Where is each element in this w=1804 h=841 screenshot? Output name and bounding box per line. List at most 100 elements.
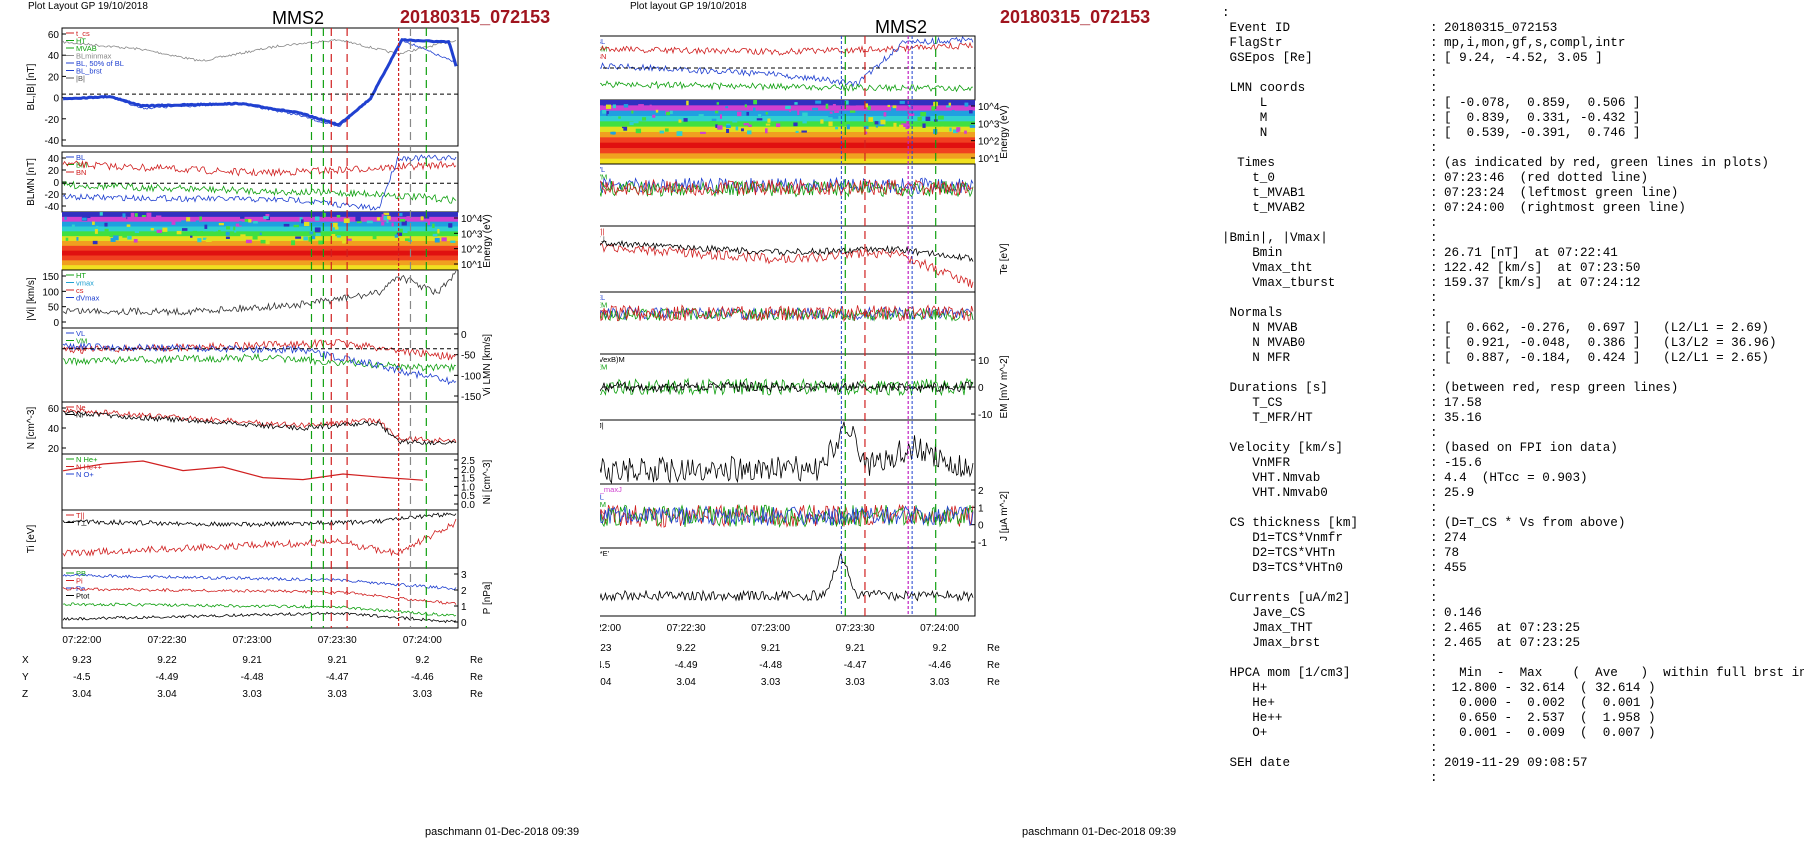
- param-value: [ 0.887, -0.184, 0.424 ] (L2/L1 = 2.65): [1444, 351, 1769, 365]
- spectrogram-speck: [956, 128, 959, 133]
- spectrogram-speck: [908, 105, 911, 108]
- spectrogram-speck: [642, 117, 647, 121]
- data-trace: [600, 503, 974, 528]
- legend-entry: EM: [600, 301, 607, 310]
- left-figure-header: Plot Layout GP 19/10/2018: [28, 1, 148, 12]
- spectrogram-speck: [746, 111, 750, 116]
- spectrogram-speck: [315, 233, 321, 236]
- param-value: 2.465 at 07:23:25: [1444, 621, 1581, 635]
- spectrogram-speck: [205, 238, 212, 242]
- spectrogram-speck: [820, 119, 824, 124]
- param-sep: :: [1430, 126, 1438, 140]
- y-tick-label: 60: [48, 404, 60, 415]
- param-key: D1=TCS*Vnmfr: [1222, 531, 1343, 545]
- param-sep: :: [1430, 441, 1438, 455]
- spectrogram-speck: [202, 237, 207, 240]
- spectrogram-speck: [332, 222, 338, 228]
- y-tick-label: 150: [42, 272, 59, 283]
- param-row: Jmax_brst:2.465 at 07:23:25: [1222, 636, 1802, 651]
- param-row: Jmax_THT:2.465 at 07:23:25: [1222, 621, 1802, 636]
- y-tick-label: 0: [978, 521, 984, 532]
- param-row: VHT.Nmvab0:25.9: [1222, 486, 1802, 501]
- param-sep: [1430, 6, 1444, 21]
- param-sep: :: [1430, 516, 1438, 530]
- param-row: VHT.Nmvab:4.4 (HTcc = 0.903): [1222, 471, 1802, 486]
- spectrogram-speck: [295, 236, 302, 239]
- param-value: 274: [1444, 531, 1467, 545]
- param-value: [1444, 291, 1802, 306]
- spectrogram-speck: [717, 125, 723, 130]
- y-tick-label: 0: [461, 330, 467, 341]
- y-axis-label: BL,|B| [nT]: [26, 63, 37, 110]
- param-sep: :: [1430, 471, 1438, 485]
- spectrogram-speck: [127, 235, 132, 240]
- param-row: :: [1222, 6, 1802, 21]
- param-value: [1444, 576, 1802, 591]
- spectrogram-band: [600, 126, 975, 133]
- spectrogram-speck: [756, 118, 763, 121]
- spectrogram-speck: [684, 111, 688, 115]
- legend-entry: VM: [600, 173, 607, 182]
- spectrogram-speck: [99, 212, 103, 216]
- legend-entry: BN: [600, 52, 606, 61]
- spectrogram-speck: [849, 110, 856, 113]
- legend-entry: N He++: [76, 463, 102, 472]
- spectrogram-speck: [735, 126, 739, 131]
- legend-entry: N He+: [76, 455, 98, 464]
- spectrogram-speck: [253, 221, 258, 224]
- panel-jlmn: 2 1 0 -1 J [μA m^-2] J_maxJJLJMJN: [600, 483, 1010, 549]
- spectrogram-speck: [356, 220, 362, 224]
- coord-value: 3.03: [761, 677, 781, 688]
- param-sep: :: [1430, 96, 1438, 110]
- spectrogram-speck: [225, 236, 230, 239]
- spectrogram-speck: [867, 105, 871, 110]
- param-value: [1444, 81, 1802, 96]
- param-row: Jave_CS:0.146: [1222, 606, 1802, 621]
- spectrogram-speck: [104, 228, 109, 232]
- param-key: [1222, 426, 1430, 441]
- param-row: D1=TCS*Vnmfr:274: [1222, 531, 1802, 546]
- param-key: HPCA mom [1/cm3]: [1222, 666, 1351, 680]
- param-row: Event ID:20180315_072153: [1222, 21, 1802, 36]
- param-row: :: [1222, 576, 1802, 591]
- param-sep: :: [1430, 411, 1438, 425]
- param-sep: :: [1430, 36, 1438, 50]
- spectrogram-speck: [156, 229, 162, 233]
- panel-je: 420-2J*E' [nW m^-3]J*E': [600, 547, 976, 617]
- spectrogram-speck: [140, 224, 143, 227]
- data-trace: [62, 573, 457, 590]
- param-key: Durations [s]: [1222, 381, 1328, 395]
- param-value: 159.37 [km/s] at 07:24:12: [1444, 276, 1641, 290]
- coord-value: -4.46: [928, 660, 951, 671]
- spectrogram-speck: [765, 123, 771, 126]
- spectrogram-speck: [301, 219, 304, 224]
- param-row: N MVAB0: [ 0.921, -0.048, 0.386 ] (L3/L2 …: [1222, 336, 1802, 351]
- param-row: :: [1222, 366, 1802, 381]
- param-key: VHT.Nmvab: [1222, 471, 1321, 485]
- param-value: -15.6: [1444, 456, 1482, 470]
- param-sep: :: [1430, 636, 1438, 650]
- spectrogram-speck: [715, 124, 718, 128]
- spectrogram-speck: [311, 235, 316, 240]
- param-row: O+: 0.001 - 0.009 ( 0.007 ): [1222, 726, 1802, 741]
- time-tick-label: 07:22:00: [600, 623, 622, 634]
- spectrogram-speck: [666, 111, 671, 116]
- param-sep: :: [1430, 591, 1438, 605]
- spectrogram-speck: [842, 118, 846, 122]
- spectrogram-speck: [322, 212, 326, 217]
- param-row: H+: 12.800 - 32.614 ( 32.614 ): [1222, 681, 1802, 696]
- param-key: [1222, 216, 1430, 231]
- spectrogram-speck: [846, 124, 850, 130]
- y-tick-label: -20: [45, 190, 60, 201]
- param-row: t_MVAB2:07:24:00 (rightmost green line): [1222, 201, 1802, 216]
- param-value: [ 0.921, -0.048, 0.386 ] (L3/L2 = 36.96): [1444, 336, 1777, 350]
- data-trace: [62, 602, 457, 617]
- param-value: [1444, 741, 1802, 756]
- time-tick-label: 07:24:00: [920, 623, 959, 634]
- spectrogram-speck: [197, 238, 202, 243]
